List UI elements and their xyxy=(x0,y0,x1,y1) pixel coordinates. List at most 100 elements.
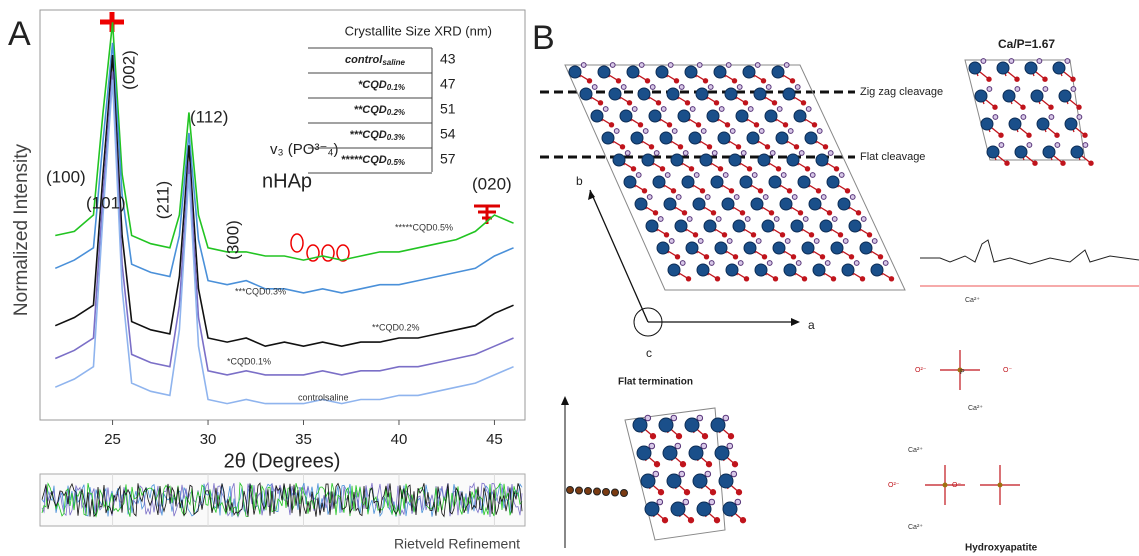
calcium xyxy=(739,175,753,189)
calcium xyxy=(652,175,666,189)
calcium xyxy=(713,65,727,79)
calcium xyxy=(718,473,734,489)
marker xyxy=(336,244,350,262)
calcium xyxy=(793,109,807,123)
oxygen xyxy=(819,254,826,260)
phosphorus xyxy=(842,238,849,244)
calcium xyxy=(623,175,637,189)
calcium xyxy=(710,417,726,433)
phosphorus xyxy=(670,414,678,422)
phosphorus xyxy=(730,470,738,478)
oxygen xyxy=(986,76,992,82)
calcium xyxy=(757,153,771,167)
oxygen xyxy=(659,166,666,172)
cleavage-label: Flat cleavage xyxy=(860,151,925,163)
calcium xyxy=(685,241,699,255)
oxygen xyxy=(877,254,884,260)
oxygen xyxy=(688,166,695,172)
oxygen xyxy=(1020,104,1026,110)
oxygen xyxy=(653,461,661,468)
calcium xyxy=(601,131,615,145)
phosphorus xyxy=(580,62,587,68)
oxygen xyxy=(655,100,662,106)
calcium xyxy=(674,219,688,233)
calcium xyxy=(632,417,648,433)
ion-label: Ca²⁺ xyxy=(908,524,923,531)
calcium xyxy=(684,417,700,433)
oxygen xyxy=(775,166,782,172)
oxygen xyxy=(1054,132,1060,138)
oxygen xyxy=(801,276,808,282)
calcium xyxy=(786,153,800,167)
oxygen xyxy=(677,144,684,150)
calcium xyxy=(830,241,844,255)
phosphorus xyxy=(1014,86,1021,92)
calcium xyxy=(1058,89,1072,103)
oxygen xyxy=(673,78,680,84)
calcium xyxy=(699,153,713,167)
chain xyxy=(611,488,619,497)
phosphorus xyxy=(664,172,671,178)
residual-trace xyxy=(41,481,523,518)
phosphorus xyxy=(725,62,732,68)
calcium xyxy=(663,197,677,211)
table-name-main: **CQD xyxy=(354,104,387,116)
phosphorus xyxy=(740,150,747,156)
table-name-main: *CQD xyxy=(358,79,387,91)
annotation: nHAp xyxy=(262,170,312,192)
phosphorus xyxy=(747,106,754,112)
oxygen xyxy=(793,144,800,150)
oxygen xyxy=(706,144,713,150)
phosphorus xyxy=(711,150,718,156)
phosphorus xyxy=(652,470,660,478)
calcium xyxy=(848,219,862,233)
phosphorus xyxy=(787,128,794,134)
peak-label: (300) xyxy=(223,220,242,260)
phosphorus xyxy=(860,216,867,222)
phosphorus xyxy=(849,194,856,200)
calcium xyxy=(684,65,698,79)
phosphorus xyxy=(1082,142,1089,148)
marker xyxy=(306,244,320,262)
oxygen xyxy=(739,517,747,524)
calcium xyxy=(1030,89,1044,103)
phosphorus xyxy=(816,128,823,134)
axis-label: b xyxy=(576,174,583,188)
x-axis-title: 2θ (Degrees) xyxy=(224,450,341,472)
x-tick-label: 35 xyxy=(295,431,312,448)
calcium xyxy=(641,153,655,167)
oxygen xyxy=(727,433,735,440)
phosphorus xyxy=(697,238,704,244)
oxygen xyxy=(702,78,709,84)
calcium xyxy=(761,219,775,233)
calcium xyxy=(859,241,873,255)
calcium xyxy=(735,109,749,123)
oxygen xyxy=(710,210,717,216)
calcium xyxy=(717,131,731,145)
oxygen xyxy=(663,232,670,238)
oxygen xyxy=(674,254,681,260)
phosphorus xyxy=(678,470,686,478)
oxygen xyxy=(1060,160,1066,166)
phosphorus xyxy=(798,150,805,156)
phosphorus xyxy=(674,442,682,450)
ion-label: O²⁻ xyxy=(888,482,900,489)
oxygen xyxy=(713,100,720,106)
oxygen xyxy=(830,276,837,282)
oxygen xyxy=(657,489,665,496)
oxygen xyxy=(826,210,833,216)
oxygen xyxy=(724,122,731,128)
oxygen xyxy=(833,166,840,172)
series-line xyxy=(54,42,514,294)
marker xyxy=(290,233,304,253)
calcium xyxy=(714,241,728,255)
oxygen xyxy=(644,78,651,84)
phosphorus xyxy=(734,498,742,506)
phosphorus xyxy=(648,442,656,450)
oxygen xyxy=(779,232,786,238)
oxygen xyxy=(811,122,818,128)
phosphorus xyxy=(700,128,707,134)
oxygen xyxy=(735,144,742,150)
ion-label: O⁻ xyxy=(1003,367,1012,374)
phosphorus xyxy=(783,62,790,68)
